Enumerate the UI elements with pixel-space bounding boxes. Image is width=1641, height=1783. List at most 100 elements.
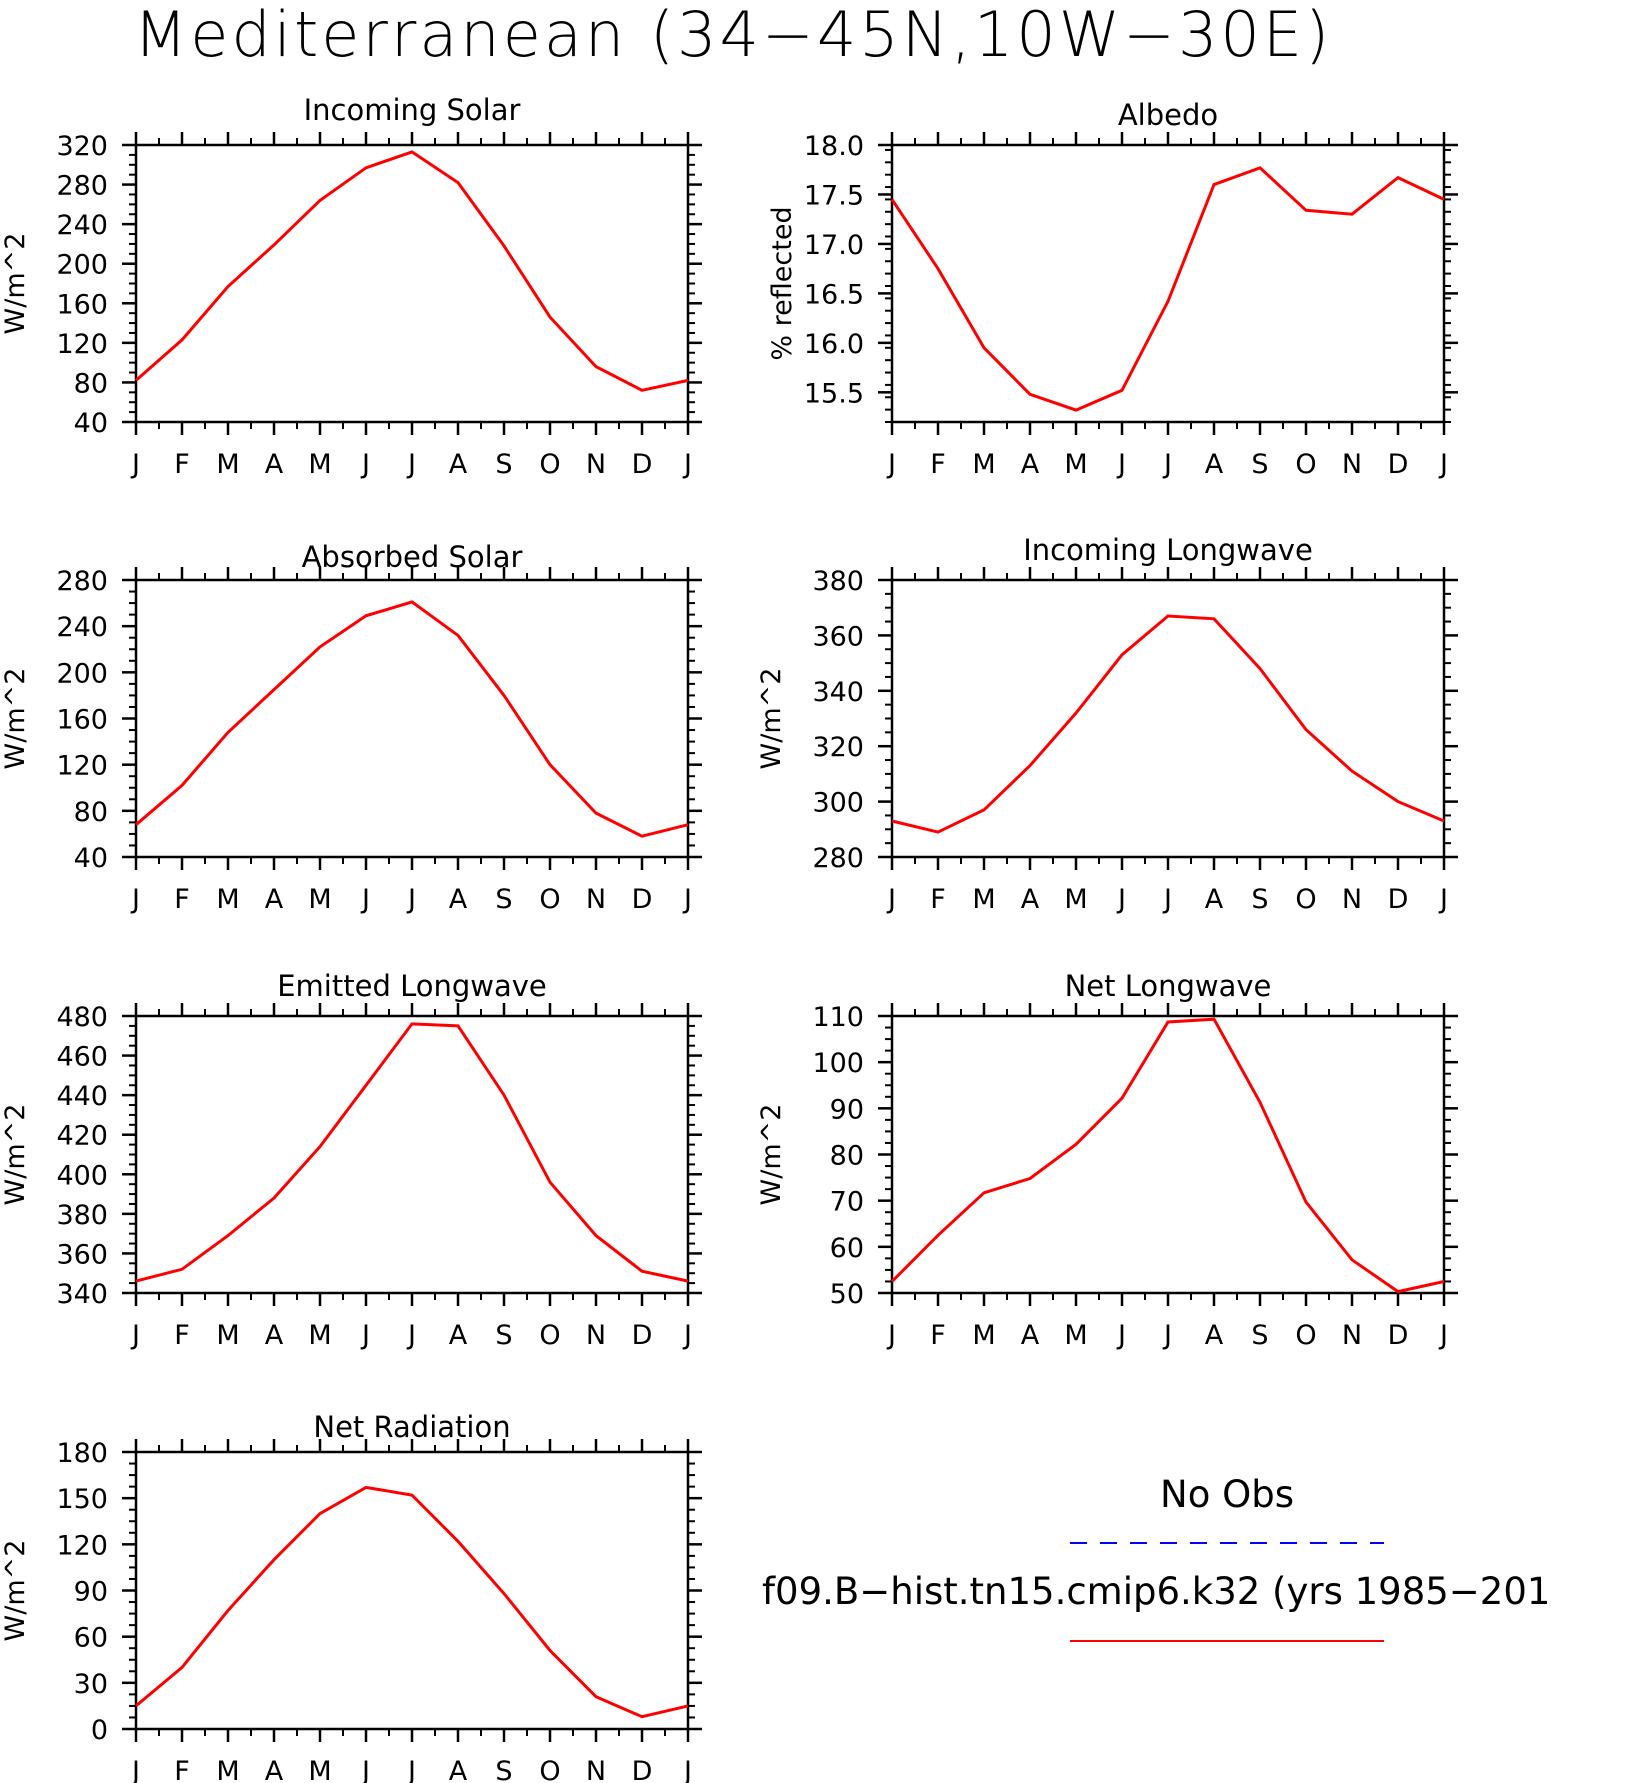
y-tick-label: 30 <box>74 1669 108 1700</box>
x-tick-label: O <box>1295 884 1316 915</box>
y-tick-label: 380 <box>56 1200 108 1231</box>
y-tick-label: 18.0 <box>804 131 864 162</box>
x-tick-label: N <box>1342 1320 1362 1351</box>
x-tick-label: N <box>1342 884 1362 915</box>
x-tick-label: O <box>539 1320 560 1351</box>
y-axis-label: W/m^2 <box>756 668 787 770</box>
x-tick-label: J <box>360 884 370 915</box>
y-tick-label: 17.0 <box>804 230 864 261</box>
x-tick-label: J <box>1116 884 1126 915</box>
x-tick-label: J <box>886 449 896 480</box>
x-tick-label: M <box>308 449 331 480</box>
x-tick-label: J <box>1162 1320 1172 1351</box>
x-tick-label: J <box>130 1320 140 1351</box>
x-tick-label: F <box>174 1756 190 1783</box>
panel-title: Incoming Solar <box>304 93 521 127</box>
x-tick-label: M <box>972 449 995 480</box>
x-tick-label: M <box>216 449 239 480</box>
model-series-line <box>890 166 1445 412</box>
x-tick-label: J <box>682 1756 692 1783</box>
x-tick-label: O <box>539 449 560 480</box>
x-tick-label: D <box>632 1320 653 1351</box>
model-series-line <box>891 614 1445 834</box>
x-tick-label: J <box>682 449 692 480</box>
x-tick-label: A <box>449 1756 468 1783</box>
panel-title: Net Radiation <box>313 1410 510 1444</box>
x-tick-label: A <box>1021 449 1040 480</box>
y-tick-label: 100 <box>812 1048 864 1079</box>
x-tick-label: J <box>682 884 692 915</box>
plot-frame <box>134 1014 690 1295</box>
x-tick-label: N <box>1342 449 1362 480</box>
y-tick-label: 40 <box>74 408 108 439</box>
y-tick-label: 360 <box>56 1239 108 1270</box>
model-series-line <box>890 1017 1445 1294</box>
panel-title: Net Longwave <box>1065 969 1272 1003</box>
y-tick-label: 200 <box>56 250 108 281</box>
x-tick-label: S <box>495 1756 512 1783</box>
y-tick-label: 80 <box>74 368 108 399</box>
panel-1: J F M A M J J A S O N D J4080120160200240280320W/m^2… <box>0 93 702 480</box>
x-tick-label: A <box>449 884 468 915</box>
x-tick-label: J <box>360 1320 370 1351</box>
y-tick-label: 200 <box>56 658 108 689</box>
x-tick-label: J <box>360 449 370 480</box>
x-tick-label: F <box>930 449 946 480</box>
x-tick-label: J <box>130 449 140 480</box>
x-tick-label: M <box>972 884 995 915</box>
x-tick-label: A <box>1021 884 1040 915</box>
x-tick-label: O <box>539 884 560 915</box>
x-tick-label: A <box>265 1756 284 1783</box>
y-tick-label: 240 <box>56 612 108 643</box>
panel-5: J F M A M J J A S O N D J340360380400420440460480W/m… <box>0 969 702 1351</box>
y-tick-label: 70 <box>830 1187 864 1218</box>
y-tick-label: 120 <box>56 329 108 360</box>
x-tick-label: J <box>130 1756 140 1783</box>
y-axis-label: W/m^2 <box>0 1104 31 1206</box>
y-tick-label: 150 <box>56 1484 108 1515</box>
x-tick-label: A <box>1205 449 1224 480</box>
y-tick-label: 320 <box>56 131 108 162</box>
x-tick-label: J <box>406 884 416 915</box>
y-axis-label: W/m^2 <box>0 1540 31 1642</box>
x-tick-label: M <box>308 1320 331 1351</box>
y-tick-label: 420 <box>56 1121 108 1152</box>
x-tick-label: J <box>406 1756 416 1783</box>
x-tick-label: N <box>586 1320 606 1351</box>
y-tick-label: 90 <box>830 1094 864 1125</box>
x-tick-label: J <box>360 1756 370 1783</box>
x-tick-label: D <box>1388 1320 1409 1351</box>
panel-title: Albedo <box>1118 98 1218 132</box>
y-axis-label: % reflected <box>767 206 798 360</box>
y-tick-label: 400 <box>56 1160 108 1191</box>
x-tick-label: S <box>495 449 512 480</box>
x-tick-label: M <box>1064 884 1087 915</box>
y-tick-label: 0 <box>91 1715 108 1746</box>
y-tick-label: 60 <box>830 1233 864 1264</box>
panels: J F M A M J J A S O N D J4080120160200240280320W/m^2… <box>0 93 1458 1783</box>
x-tick-label: J <box>406 449 416 480</box>
x-tick-label: S <box>495 884 512 915</box>
y-tick-label: 300 <box>812 788 864 819</box>
y-axis-label: W/m^2 <box>0 233 31 335</box>
y-tick-label: 340 <box>56 1279 108 1310</box>
legend-obs-label: No Obs <box>1160 1473 1294 1516</box>
x-tick-label: M <box>216 884 239 915</box>
x-tick-label: F <box>174 449 190 480</box>
panel-2: J F M A M J J A S O N D J15.516.016.517.017.518.0% r… <box>767 98 1458 480</box>
x-tick-label: A <box>449 1320 468 1351</box>
y-tick-label: 480 <box>56 1002 108 1033</box>
x-tick-label: J <box>1438 1320 1448 1351</box>
y-tick-label: 340 <box>812 677 864 708</box>
x-tick-label: M <box>1064 1320 1087 1351</box>
x-tick-label: O <box>1295 449 1316 480</box>
x-tick-label: S <box>495 1320 512 1351</box>
x-tick-label: S <box>1251 884 1268 915</box>
x-tick-label: F <box>174 1320 190 1351</box>
plot-frame <box>134 578 690 859</box>
y-tick-label: 16.0 <box>804 329 864 360</box>
y-tick-label: 160 <box>56 289 108 320</box>
x-tick-label: J <box>886 884 896 915</box>
x-tick-label: A <box>449 449 468 480</box>
y-axis-label: W/m^2 <box>0 668 31 770</box>
